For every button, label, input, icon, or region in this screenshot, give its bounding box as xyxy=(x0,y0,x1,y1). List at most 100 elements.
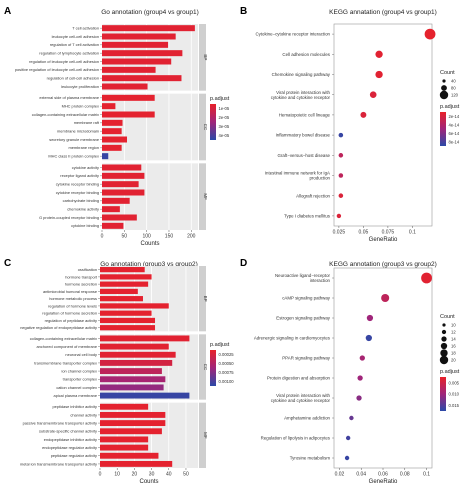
bar xyxy=(102,206,120,213)
category-label: cytokine binding xyxy=(71,223,99,228)
category-label: negative regulation of endopeptidase act… xyxy=(20,325,97,330)
category-label: neuronal cell body xyxy=(65,352,97,357)
legend-tick-label: 2e-05 xyxy=(219,115,230,120)
data-point xyxy=(424,28,436,40)
bar xyxy=(100,403,149,410)
bar xyxy=(102,181,139,188)
bar xyxy=(102,164,142,171)
x-axis-label: GeneRatio xyxy=(369,479,398,485)
bar xyxy=(100,343,169,350)
legend-tick-label: 0.010 xyxy=(449,392,460,397)
data-point xyxy=(360,111,367,118)
category-label: Cytokine−cytokine receptor interaction xyxy=(255,32,330,37)
legend-tick-label: 1e-05 xyxy=(219,106,230,111)
x-tick-label: 10 xyxy=(114,472,120,478)
legend-tick-label: 12 xyxy=(451,330,456,335)
bar xyxy=(102,172,145,179)
legend-tick-label: 40 xyxy=(451,79,456,84)
x-axis-label: Counts xyxy=(139,479,158,485)
category-label: ossification xyxy=(78,267,97,272)
category-label: leukocyte cell-cell adhesion xyxy=(52,34,99,39)
bar xyxy=(102,222,124,229)
legend-title: p.adjust xyxy=(440,104,460,110)
x-tick-label: 30 xyxy=(149,472,155,478)
legend-tick-label: 2e-14 xyxy=(449,114,460,119)
data-point xyxy=(336,213,342,219)
panel-letter: B xyxy=(240,6,247,17)
bar xyxy=(100,296,143,302)
legend-size-dot xyxy=(441,329,447,335)
bar xyxy=(102,25,195,32)
category-label: peptidase inhibitor activity xyxy=(52,404,97,409)
legend-tick-label: 8e-14 xyxy=(449,139,460,144)
category-label: Intestinal immune network for IgA product… xyxy=(265,171,331,181)
plot-frame xyxy=(333,23,433,227)
chart-title: KEGG annatation (group4 vs group1) xyxy=(329,9,437,16)
x-tick-label: 40 xyxy=(166,472,172,478)
data-point xyxy=(375,50,383,58)
category-label: Viral protein interaction with cytokine a… xyxy=(271,393,331,403)
legend-size-dot xyxy=(442,323,446,327)
legend-tick-label: 16 xyxy=(451,344,456,349)
x-tick-label: 200 xyxy=(187,234,196,240)
x-tick-label: 0.075 xyxy=(382,230,395,236)
bar xyxy=(100,288,138,295)
panel-B: B KEGG annatation (group4 vs group1) 0.025… xyxy=(240,6,460,243)
category-label: cytokine activity xyxy=(72,165,99,170)
category-label: Adrenergic signaling in cardiomyocytes xyxy=(254,336,331,341)
category-label: external side of plasma membrane xyxy=(39,95,99,100)
facet-strip xyxy=(199,402,206,468)
facet-label: MF xyxy=(203,432,208,439)
panel-letter: A xyxy=(4,6,11,17)
bar xyxy=(100,392,190,399)
x-tick-label: 0.025 xyxy=(333,230,346,236)
category-label: receptor ligand activity xyxy=(60,173,99,178)
facet-label: MF xyxy=(203,193,208,200)
data-point xyxy=(338,132,344,138)
bar xyxy=(102,214,137,221)
facet-strip xyxy=(199,334,206,400)
category-label: substrate-specific channel activity xyxy=(39,429,97,434)
legend-size-dot xyxy=(440,349,448,357)
category-label: hormone secretion xyxy=(65,282,97,287)
legend-size-dot xyxy=(439,90,449,100)
category-label: regulation of cell-cell adhesion xyxy=(47,76,99,81)
facet-strip xyxy=(199,93,206,161)
bar xyxy=(100,411,166,418)
category-label: collagen-containing extracellular matrix xyxy=(30,336,97,341)
facet-label: BP xyxy=(203,54,208,60)
bar xyxy=(102,189,145,196)
category-label: regulation of hormone levels xyxy=(48,303,97,308)
category-label: Viral protein interaction with cytokine a… xyxy=(271,90,331,100)
legend-tick-label: 20 xyxy=(451,358,456,363)
facet-label: CC xyxy=(203,364,208,371)
category-label: regulation of lymphocyte activation xyxy=(39,51,99,56)
chart-title: Go annotation (group3 vs group2) xyxy=(100,261,198,268)
category-label: cytokine receptor binding xyxy=(56,190,99,195)
x-tick-label: 100 xyxy=(142,234,151,240)
bar xyxy=(102,75,182,82)
bar xyxy=(102,136,128,143)
category-label: regulation of hormone secretion xyxy=(42,311,97,316)
category-label: Protein digestion and absorption xyxy=(267,376,331,381)
bar xyxy=(100,317,156,324)
bar xyxy=(100,335,190,342)
category-label: T cell activation xyxy=(72,26,99,31)
bar xyxy=(102,119,123,126)
bar xyxy=(100,310,152,316)
bar xyxy=(100,281,149,287)
category-label: hormone metabolic process xyxy=(49,296,97,301)
legend-tick-label: 4e-14 xyxy=(449,122,460,127)
bar xyxy=(100,368,162,375)
category-label: cytokine receptor binding xyxy=(56,182,99,187)
color-bar xyxy=(440,377,446,411)
x-tick-label: 0.08 xyxy=(400,472,410,478)
category-label: passive transmembrane transporter activi… xyxy=(23,420,97,425)
x-tick-label: 0.1 xyxy=(423,472,430,478)
category-label: Cell adhesion molecules xyxy=(282,52,330,57)
x-tick-label: 0 xyxy=(99,472,102,478)
bar xyxy=(100,444,149,451)
bar xyxy=(102,66,156,73)
facet-label: CC xyxy=(203,124,208,131)
